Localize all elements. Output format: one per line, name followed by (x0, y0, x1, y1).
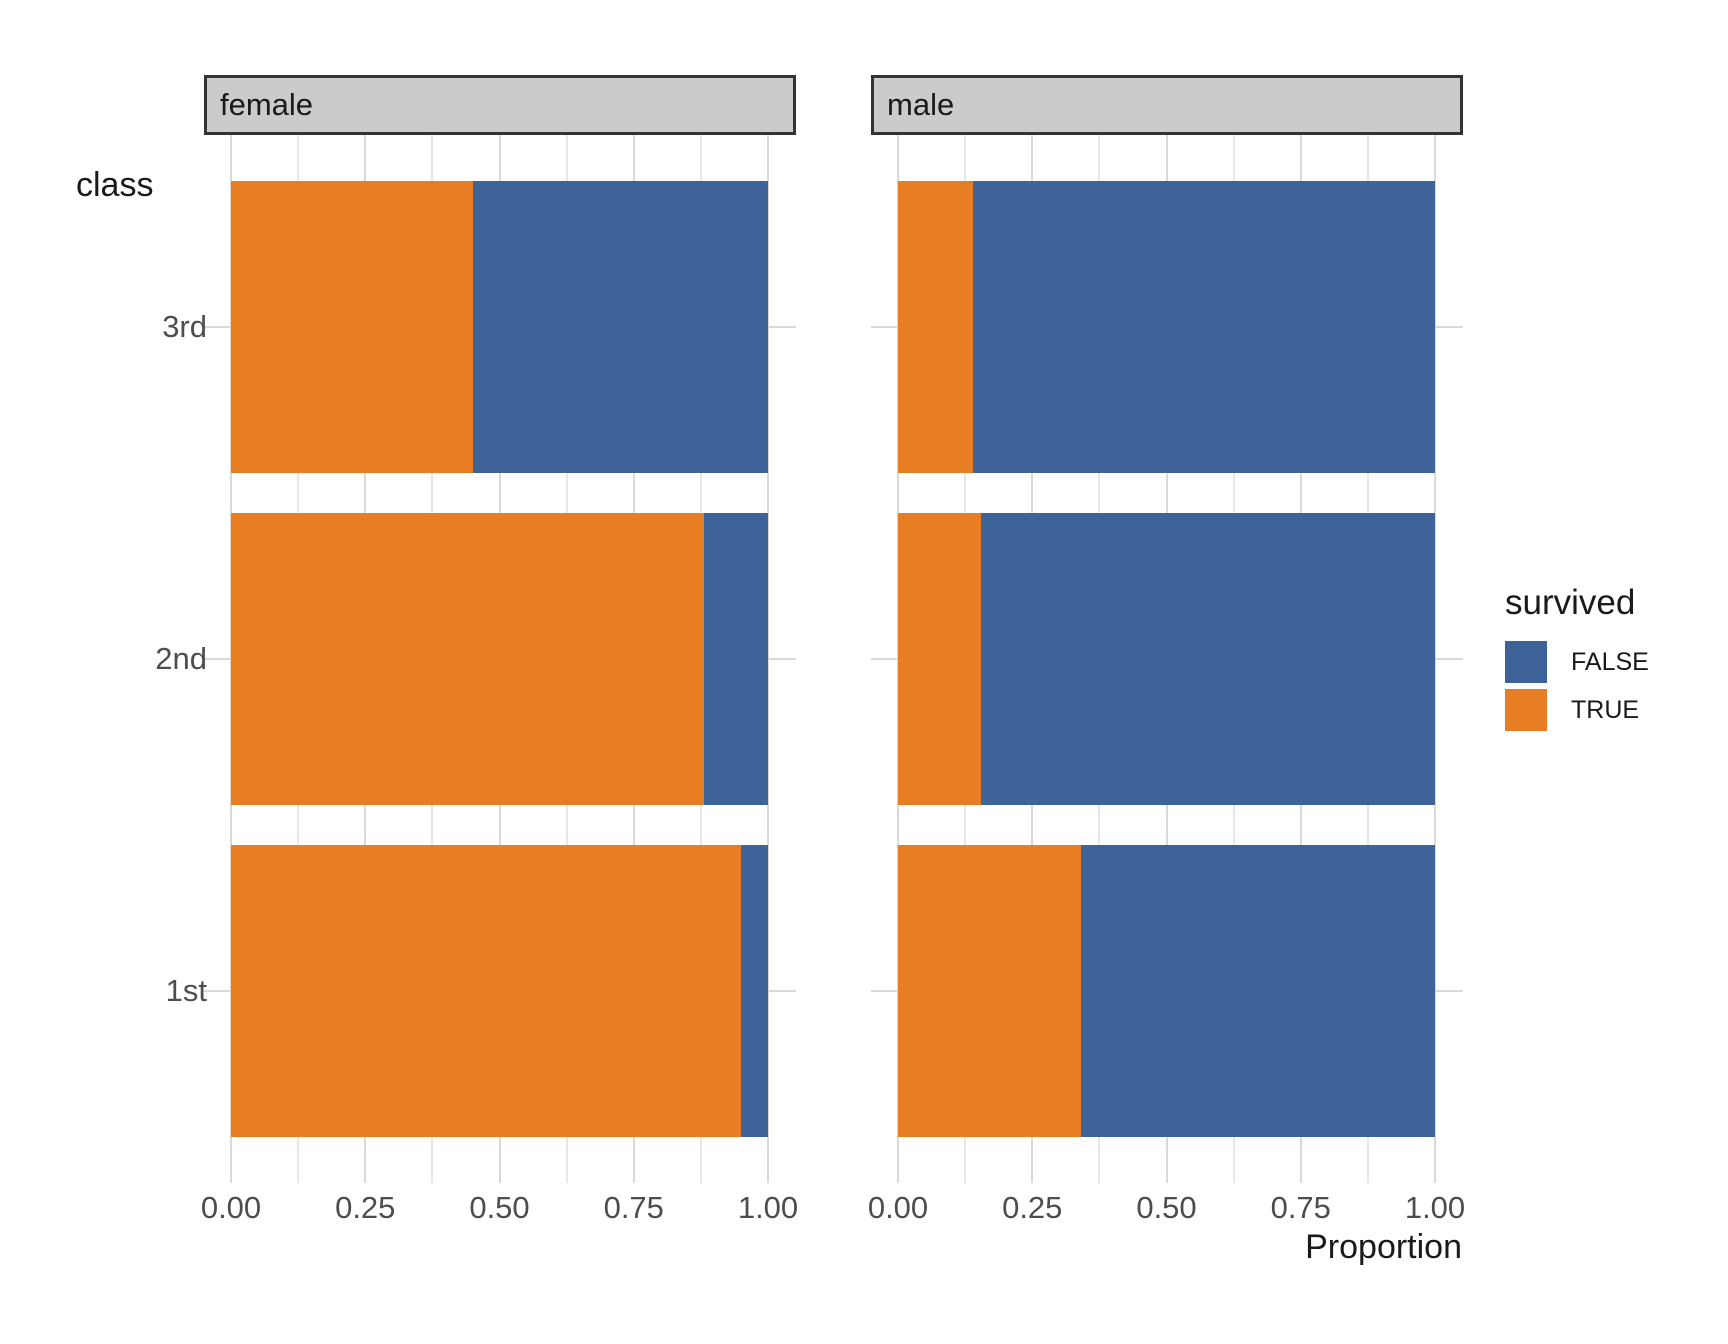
x-tick-label: 0.25 (1002, 1190, 1063, 1225)
facet-panel-female (204, 135, 796, 1183)
x-tick-label: 0.75 (603, 1190, 664, 1225)
bar-female-1st (231, 845, 768, 1137)
legend-label: TRUE (1571, 695, 1640, 724)
bar-segment-false (472, 181, 768, 473)
bar-segment-true (231, 181, 473, 473)
bar-male-1st (898, 845, 1435, 1137)
bar-segment-false (981, 513, 1435, 805)
bar-female-2nd (231, 513, 768, 805)
bar-segment-true (231, 513, 704, 805)
facet-panel-male (871, 135, 1463, 1183)
bar-segment-false (973, 181, 1435, 473)
legend-entry-false: FALSE (1505, 641, 1649, 683)
bar-segment-true (898, 181, 974, 473)
bar-segment-true (898, 513, 982, 805)
x-tick-label: 0.50 (1136, 1190, 1197, 1225)
y-tick-label: 1st (165, 973, 207, 1008)
bar-male-2nd (898, 513, 1435, 805)
x-tick-label: 0.50 (469, 1190, 530, 1225)
bar-segment-false (1080, 845, 1435, 1137)
bar-female-3rd (231, 181, 768, 473)
x-tick-label: 1.00 (737, 1190, 799, 1225)
facet-strip-label: female (220, 87, 314, 122)
legend-entry-true: TRUE (1505, 689, 1649, 731)
legend-title: survived (1505, 583, 1636, 622)
x-tick-label: 0.00 (200, 1190, 262, 1225)
facet-strip-female: female (204, 75, 796, 135)
legend-swatch-true (1505, 689, 1547, 731)
vertical-gridline-major (767, 135, 769, 1183)
x-tick-label: 0.75 (1270, 1190, 1331, 1225)
bar-male-3rd (898, 181, 1435, 473)
bar-segment-true (898, 845, 1081, 1137)
bar-segment-true (231, 845, 742, 1137)
facet-strip-label: male (887, 87, 955, 122)
vertical-gridline-major (1434, 135, 1436, 1183)
y-tick-label: 2nd (155, 641, 207, 676)
bar-segment-false (741, 845, 768, 1137)
legend: survived FALSE TRUE (1505, 583, 1649, 737)
y-axis-title: class (76, 166, 154, 204)
x-tick-label: 1.00 (1404, 1190, 1466, 1225)
facet-strip-male: male (871, 75, 1463, 135)
x-tick-label: 0.00 (867, 1190, 929, 1225)
bar-segment-false (703, 513, 768, 805)
x-tick-label: 0.25 (335, 1190, 396, 1225)
legend-swatch-false (1505, 641, 1547, 683)
legend-entries: FALSE TRUE (1505, 641, 1649, 731)
legend-label: FALSE (1571, 647, 1649, 676)
y-tick-label: 3rd (162, 309, 207, 344)
x-axis-title: Proportion (1305, 1228, 1462, 1266)
